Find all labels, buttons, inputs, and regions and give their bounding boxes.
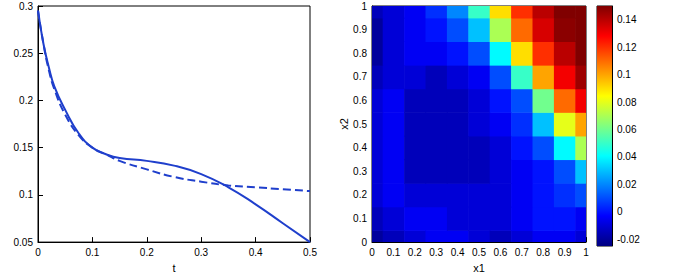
svg-text:0.1: 0.1 — [85, 247, 99, 258]
svg-text:0.25: 0.25 — [14, 48, 34, 59]
svg-text:0.6: 0.6 — [493, 247, 507, 258]
svg-text:0: 0 — [35, 247, 41, 258]
svg-text:0.5: 0.5 — [303, 247, 317, 258]
svg-text:0.4: 0.4 — [249, 247, 263, 258]
svg-text:x1: x1 — [473, 262, 485, 274]
svg-text:0.08: 0.08 — [617, 97, 637, 108]
svg-text:0.8: 0.8 — [536, 247, 550, 258]
svg-text:0.3: 0.3 — [429, 247, 443, 258]
svg-text:0.06: 0.06 — [617, 124, 637, 135]
svg-text:0.14: 0.14 — [617, 14, 637, 25]
svg-text:0.4: 0.4 — [353, 142, 367, 153]
svg-text:0.15: 0.15 — [14, 142, 34, 153]
svg-text:0.05: 0.05 — [14, 237, 34, 248]
svg-text:0.2: 0.2 — [408, 247, 422, 258]
svg-text:x2: x2 — [338, 118, 350, 130]
svg-text:0.12: 0.12 — [617, 42, 637, 53]
svg-text:0.2: 0.2 — [19, 95, 33, 106]
svg-text:t: t — [172, 262, 175, 274]
svg-text:0.9: 0.9 — [558, 247, 572, 258]
svg-text:0.2: 0.2 — [140, 247, 154, 258]
svg-text:0.1: 0.1 — [19, 189, 33, 200]
svg-text:0.1: 0.1 — [617, 69, 631, 80]
svg-text:0.02: 0.02 — [617, 179, 637, 190]
svg-text:0.7: 0.7 — [515, 247, 529, 258]
svg-text:0: 0 — [617, 206, 623, 217]
svg-text:0.3: 0.3 — [19, 1, 33, 12]
svg-text:0.5: 0.5 — [472, 247, 486, 258]
svg-text:1: 1 — [361, 1, 367, 12]
svg-text:0.5: 0.5 — [353, 119, 367, 130]
svg-text:0.7: 0.7 — [353, 71, 367, 82]
svg-text:0.8: 0.8 — [353, 48, 367, 59]
svg-text:0.3: 0.3 — [353, 166, 367, 177]
svg-text:1: 1 — [583, 247, 589, 258]
svg-text:0.2: 0.2 — [353, 189, 367, 200]
svg-text:0.3: 0.3 — [194, 247, 208, 258]
svg-text:-0.02: -0.02 — [617, 234, 640, 245]
svg-text:0.4: 0.4 — [451, 247, 465, 258]
svg-text:0: 0 — [361, 237, 367, 248]
svg-text:0.1: 0.1 — [353, 213, 367, 224]
svg-text:0: 0 — [369, 247, 375, 258]
svg-text:0.6: 0.6 — [353, 95, 367, 106]
svg-text:0.04: 0.04 — [617, 151, 637, 162]
svg-text:0.9: 0.9 — [353, 24, 367, 35]
svg-text:0.1: 0.1 — [386, 247, 400, 258]
